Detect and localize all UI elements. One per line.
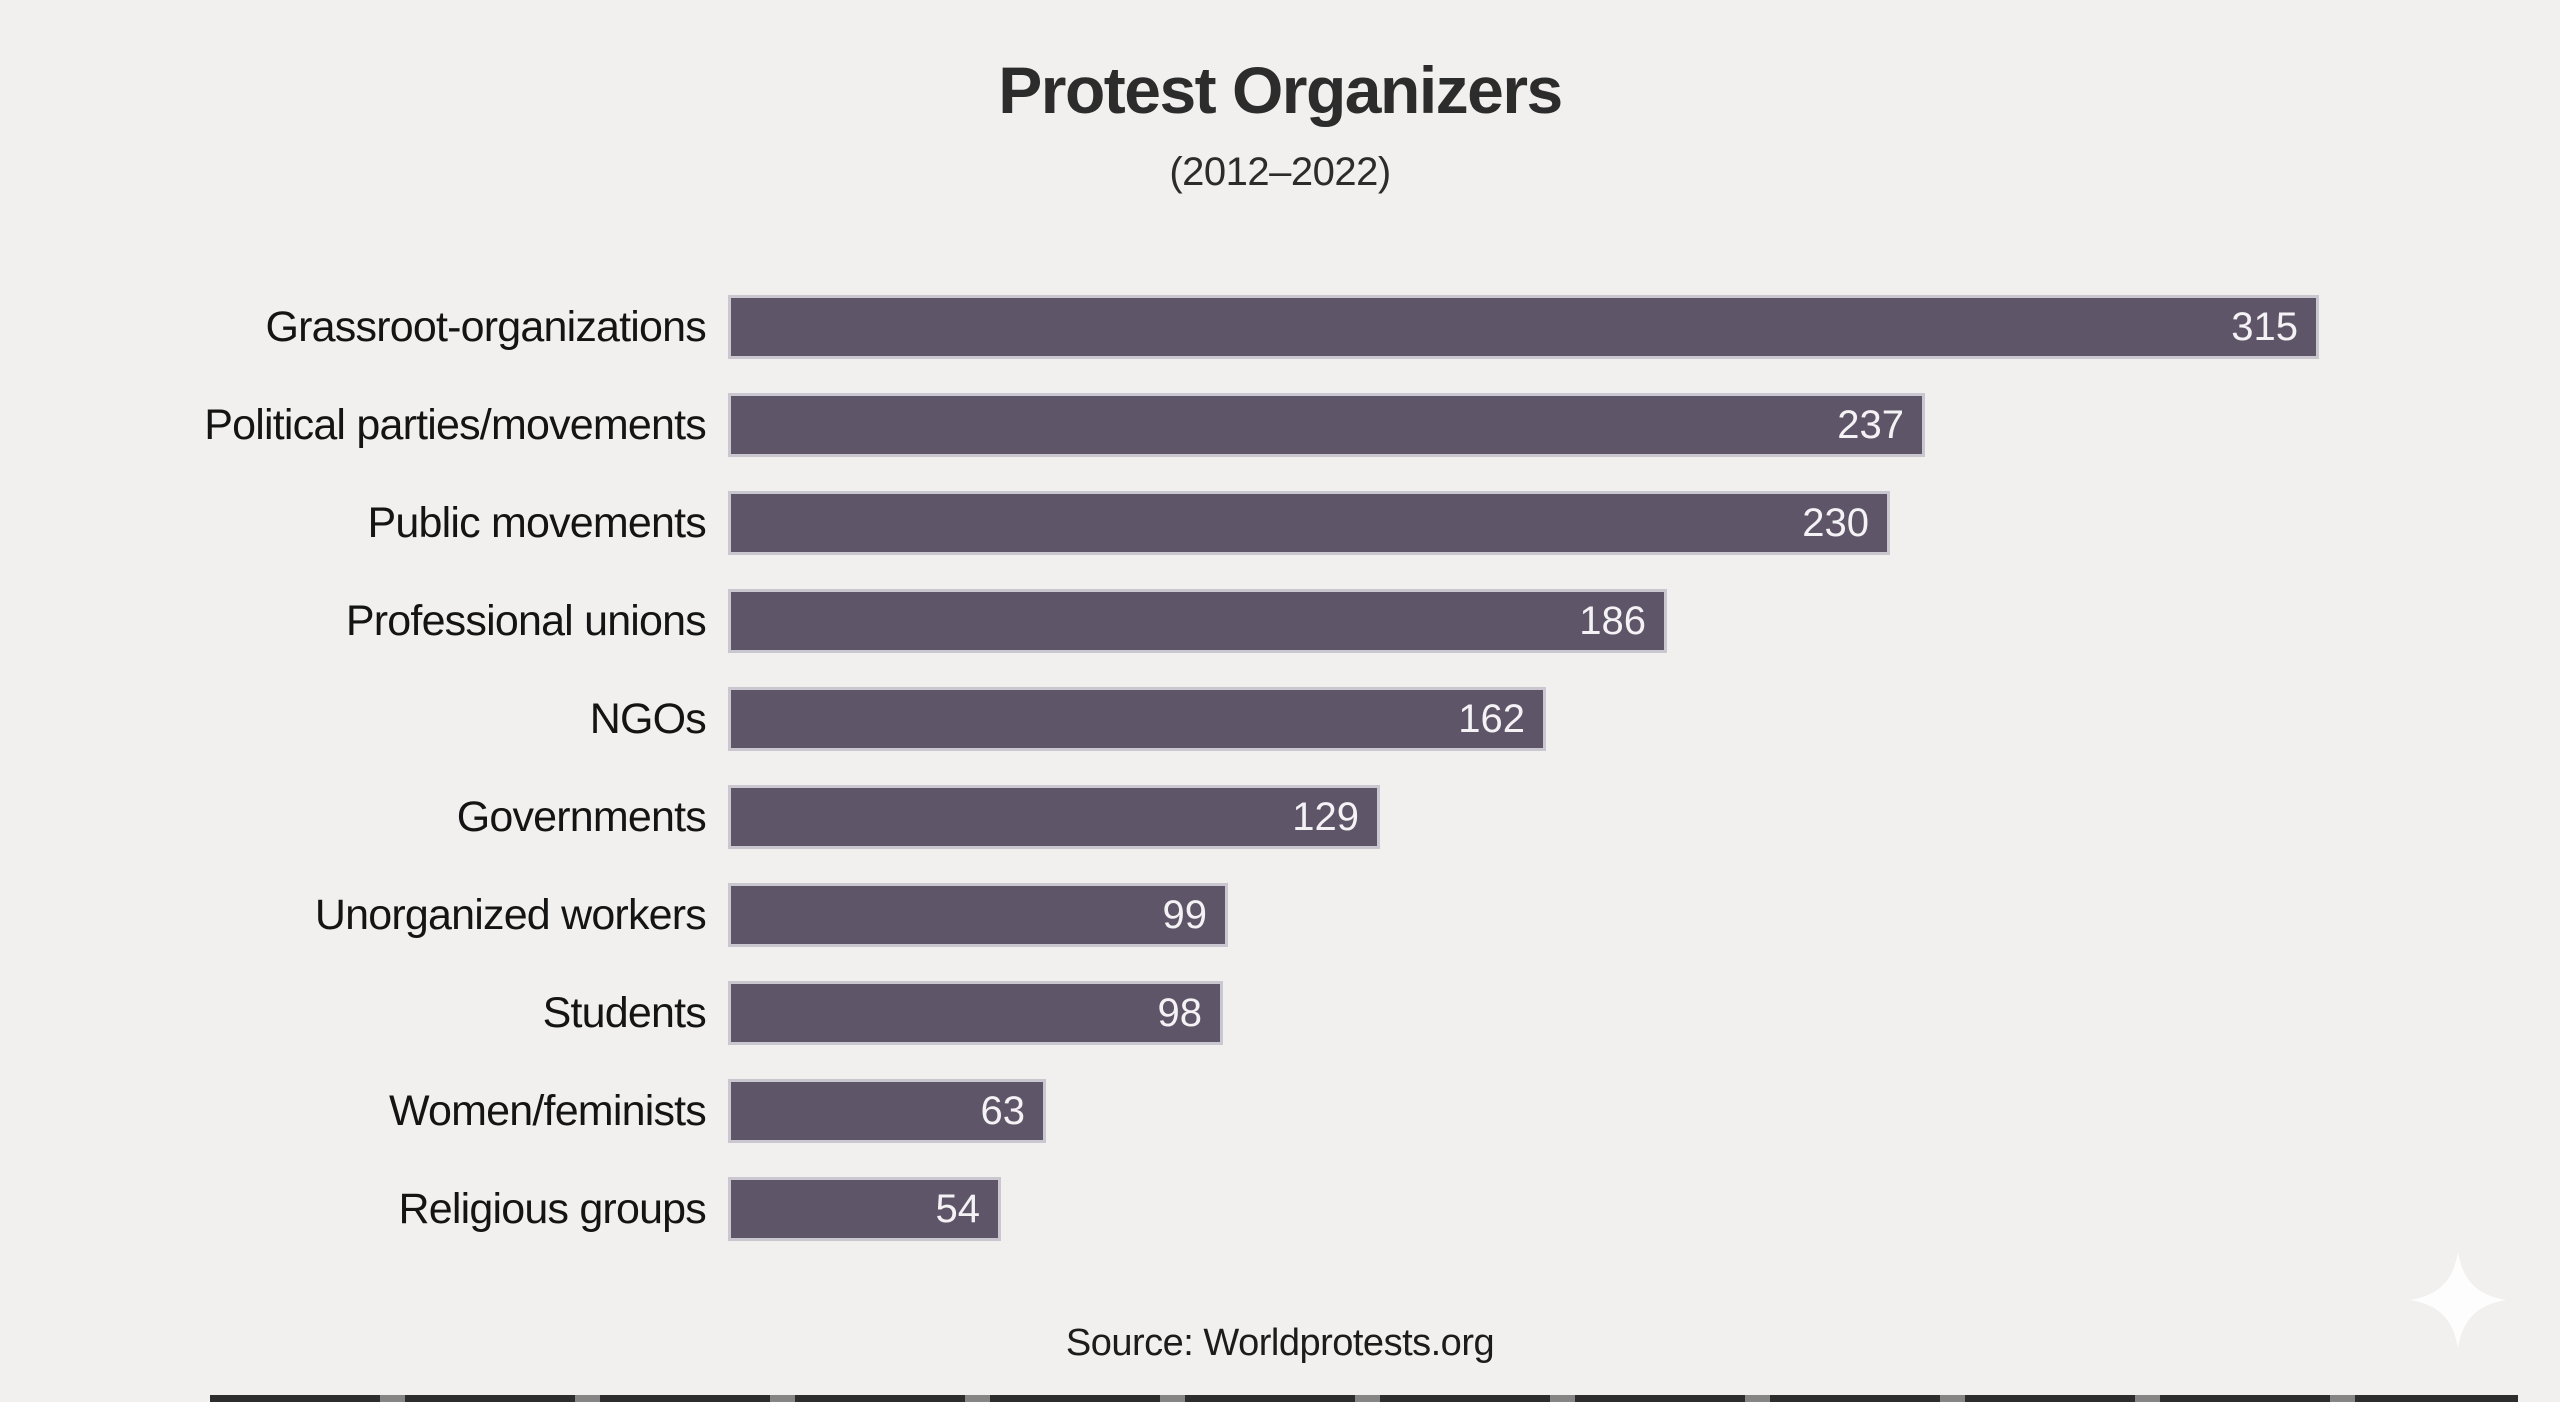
bar-track: 99 [728, 883, 2560, 947]
bar-value-label: 99 [1162, 893, 1208, 937]
bar: 63 [728, 1079, 1046, 1143]
bottom-edge-artifact [210, 1395, 2518, 1402]
bar-value-label: 315 [2231, 305, 2298, 349]
bar-track: 230 [728, 491, 2560, 555]
page-title: Protest Organizers [998, 53, 1563, 127]
category-label: Governments [456, 793, 707, 841]
chart-row: Women/feminists 63 [0, 1079, 2560, 1143]
source-text: Source: Worldprotests.org [1065, 1322, 1495, 1364]
bar-track: 315 [728, 295, 2560, 359]
category-label: Unorganized workers [314, 891, 707, 939]
bar-chart: Grassroot-organizations 315 Political part… [0, 295, 2560, 1275]
chart-row: Public movements 230 [0, 491, 2560, 555]
chart-row: Students 98 [0, 981, 2560, 1045]
chart-row: Grassroot-organizations 315 [0, 295, 2560, 359]
bar-value-label: 186 [1579, 599, 1646, 643]
category-label: Women/feminists [389, 1087, 707, 1135]
bar-track: 186 [728, 589, 2560, 653]
bar-value-label: 63 [980, 1089, 1026, 1133]
category-label: Public movements [367, 499, 706, 547]
category-label: Students [542, 989, 707, 1037]
bar: 186 [728, 589, 1667, 653]
bar-track: 129 [728, 785, 2560, 849]
category-label: NGOs [589, 695, 707, 743]
bar: 237 [728, 393, 1925, 457]
chart-row: Governments 129 [0, 785, 2560, 849]
bar: 162 [728, 687, 1546, 751]
bar: 129 [728, 785, 1380, 849]
bar-track: 162 [728, 687, 2560, 751]
chart-row: Political parties/movements 237 [0, 393, 2560, 457]
bar: 54 [728, 1177, 1001, 1241]
bar-value-label: 237 [1837, 403, 1904, 447]
chart-row: Professional unions 186 [0, 589, 2560, 653]
page-subtitle: (2012–2022) [1169, 150, 1391, 194]
category-label: Political parties/movements [204, 401, 707, 449]
bar-track: 63 [728, 1079, 2560, 1143]
bar: 99 [728, 883, 1228, 947]
chart-row: Religious groups 54 [0, 1177, 2560, 1241]
bar-value-label: 162 [1458, 697, 1525, 741]
bar-value-label: 230 [1802, 501, 1869, 545]
category-label: Professional unions [345, 597, 707, 645]
bar: 98 [728, 981, 1223, 1045]
category-label: Religious groups [398, 1185, 707, 1233]
bar-value-label: 98 [1157, 991, 1203, 1035]
bar-track: 54 [728, 1177, 2560, 1241]
bar: 315 [728, 295, 2319, 359]
chart-header: Protest Organizers (2012–2022) [0, 52, 2560, 195]
bar: 230 [728, 491, 1890, 555]
chart-row: Unorganized workers 99 [0, 883, 2560, 947]
bar-value-label: 54 [935, 1187, 981, 1231]
chart-row: NGOs 162 [0, 687, 2560, 751]
category-label: Grassroot-organizations [265, 303, 707, 351]
bar-track: 98 [728, 981, 2560, 1045]
bar-value-label: 129 [1292, 795, 1359, 839]
sparkle-icon [2410, 1252, 2506, 1348]
bar-track: 237 [728, 393, 2560, 457]
